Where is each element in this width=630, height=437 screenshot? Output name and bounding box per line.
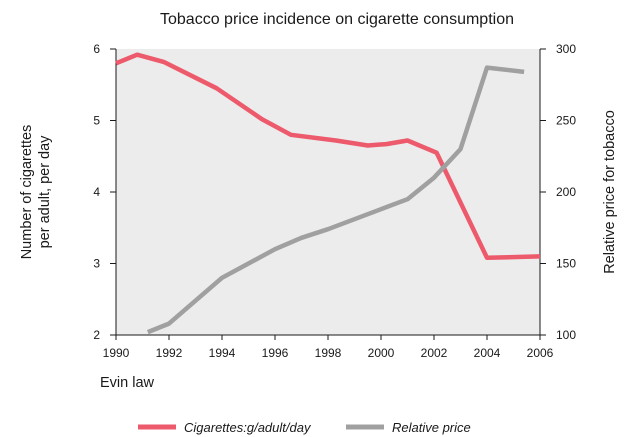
y-right-tick-label: 200 <box>556 185 576 199</box>
x-tick-label: 2006 <box>527 346 554 360</box>
y-left-label-line-2: per adult, per day <box>37 135 53 249</box>
y-right-label: Relative price for tobacco <box>602 110 618 274</box>
y-left-tick-label: 6 <box>93 42 100 56</box>
x-tick-label: 1998 <box>315 346 342 360</box>
y-left-label-line-1: Number of cigarettes <box>19 125 35 260</box>
x-tick-label: 2000 <box>368 346 395 360</box>
x-tick-label: 1996 <box>262 346 289 360</box>
x-tick-label: 2002 <box>421 346 448 360</box>
series-line-cigarettes <box>115 52 541 261</box>
x-tick-label: 2004 <box>474 346 501 360</box>
x-ticks: 1990 1992 1994 1996 1998 2000 2002 2004 2006 <box>103 335 554 360</box>
x-tick-label: 1994 <box>209 346 236 360</box>
y-left-tick-label: 5 <box>93 114 100 128</box>
plot-area <box>116 49 540 335</box>
chart-title: Tobacco price incidence on cigarette con… <box>160 11 514 28</box>
legend: Cigarettes:g/adult/day Relative price <box>138 420 471 435</box>
y-left-tick-label: 2 <box>93 328 100 342</box>
y-right-tick-label: 150 <box>556 257 576 271</box>
series-layer <box>115 52 541 335</box>
legend-label-cigarettes: Cigarettes:g/adult/day <box>184 420 312 435</box>
y-right-tick-label: 100 <box>556 328 576 342</box>
y-left-ticks: 2 3 4 5 6 <box>93 42 116 342</box>
y-left-tick-label: 4 <box>93 185 100 199</box>
x-tick-label: 1990 <box>103 346 130 360</box>
y-left-tick-label: 3 <box>93 257 100 271</box>
legend-label-relative-price: Relative price <box>392 420 471 435</box>
y-right-ticks: 100 150 200 250 300 <box>540 42 576 342</box>
y-right-tick-label: 250 <box>556 114 576 128</box>
evin-law-annotation: Evin law <box>100 375 155 391</box>
x-tick-label: 1992 <box>156 346 183 360</box>
series-line-relative-price <box>146 65 525 335</box>
y-right-tick-label: 300 <box>556 42 576 56</box>
